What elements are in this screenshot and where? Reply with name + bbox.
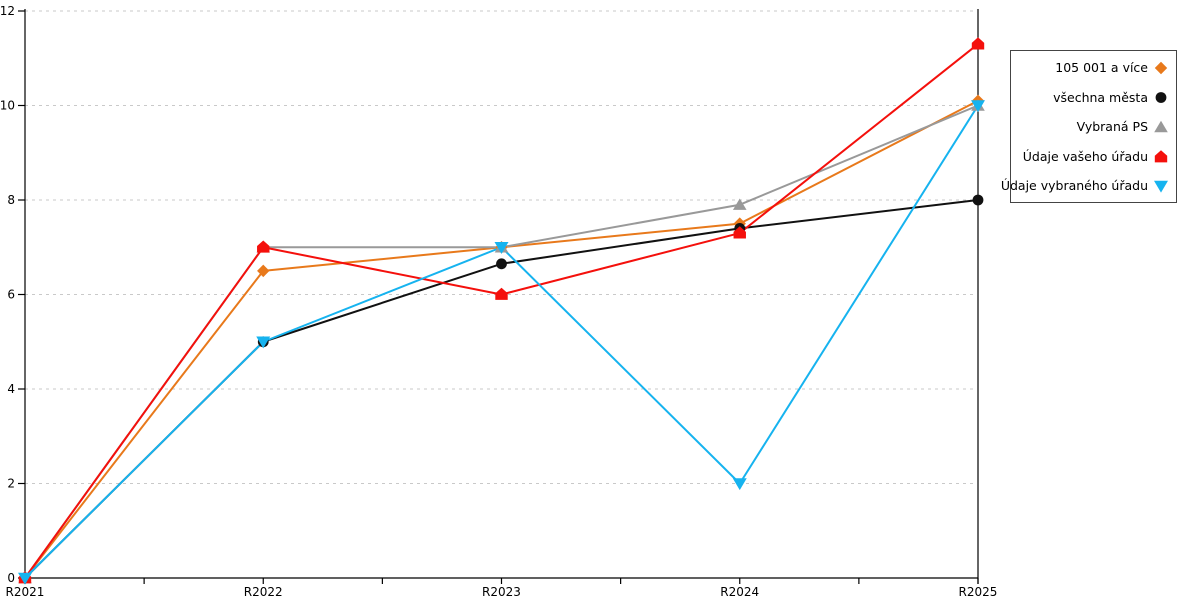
diamond-legend-icon <box>1154 61 1168 75</box>
y-axis-tick-label: 6 <box>7 288 15 302</box>
y-axis-tick-label: 2 <box>7 477 15 491</box>
legend-item: Údaje vybraného úřadu <box>1001 178 1169 193</box>
circle-legend-icon <box>1155 91 1167 103</box>
triangle-up-icon <box>1154 120 1168 133</box>
data-point-marker <box>496 258 507 270</box>
y-axis-tick-label: 10 <box>0 99 15 113</box>
diamond-icon <box>1154 61 1168 75</box>
data-point-marker <box>732 198 747 210</box>
data-point-marker <box>971 37 985 50</box>
legend-item-label: Vybraná PS <box>1076 119 1148 134</box>
pentagon-icon <box>1154 149 1168 162</box>
triangle-down-legend-icon <box>1154 180 1168 193</box>
legend-item-label: všechna města <box>1053 89 1148 105</box>
x-axis-tick-label: R2025 <box>959 585 998 599</box>
data-point-marker <box>733 226 746 239</box>
legend-item-label: Údaje vybraného úřadu <box>1000 178 1148 193</box>
triangle-up-legend-icon <box>1154 120 1168 133</box>
data-point-marker <box>732 478 747 491</box>
x-axis-tick-label: R2021 <box>6 585 45 599</box>
x-axis-tick-label: R2024 <box>720 585 759 599</box>
y-axis-tick-label: 0 <box>7 571 15 585</box>
series-line <box>24 104 979 579</box>
data-point-marker <box>971 100 985 113</box>
series-line <box>24 104 979 579</box>
y-axis-tick-label: 4 <box>7 382 15 396</box>
data-point-marker <box>494 242 509 254</box>
legend: 105 001 a více všechna města Vybraná PS Úda… <box>1001 50 1177 203</box>
legend-item: 105 001 a více <box>1018 60 1169 75</box>
data-point-marker <box>972 194 984 206</box>
data-point-marker <box>257 240 270 253</box>
data-point-marker <box>18 572 32 585</box>
y-axis-tick-label: 8 <box>7 193 15 207</box>
series-line <box>24 99 979 579</box>
legend-item-label: 105 001 a více <box>1055 60 1148 75</box>
circle-icon <box>1155 91 1167 103</box>
data-point-marker <box>257 264 270 278</box>
legend-item: všechna města <box>1018 90 1169 105</box>
x-axis-tick-label: R2023 <box>482 585 521 599</box>
legend-item: Vybraná PS <box>1018 119 1169 134</box>
data-point-marker <box>495 287 508 300</box>
y-axis-tick-label: 12 <box>0 4 15 18</box>
triangle-down-icon <box>1154 180 1168 193</box>
data-point-marker <box>256 336 271 349</box>
x-axis-tick-label: R2022 <box>244 585 283 599</box>
legend-item: Údaje vašeho úřadu <box>1018 149 1169 164</box>
legend-item-label: Údaje vašeho úřadu <box>1022 148 1148 164</box>
series-line <box>24 43 979 579</box>
pentagon-legend-icon <box>1154 149 1168 162</box>
